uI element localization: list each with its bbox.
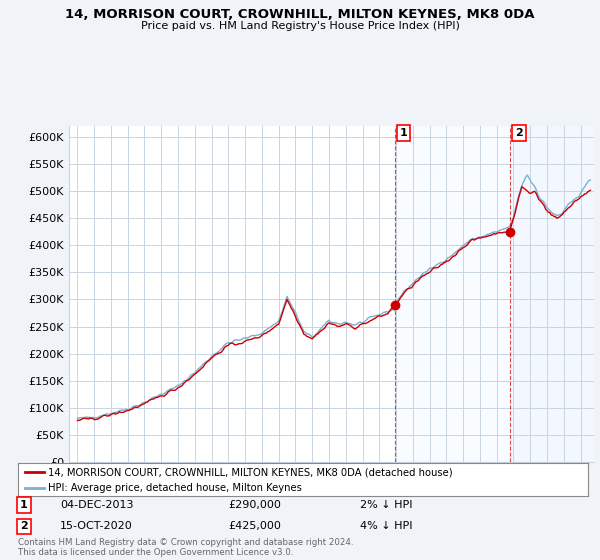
Text: 14, MORRISON COURT, CROWNHILL, MILTON KEYNES, MK8 0DA: 14, MORRISON COURT, CROWNHILL, MILTON KE… [65, 8, 535, 21]
Text: £290,000: £290,000 [228, 500, 281, 510]
Text: 2% ↓ HPI: 2% ↓ HPI [360, 500, 413, 510]
Text: 4% ↓ HPI: 4% ↓ HPI [360, 521, 413, 531]
Text: 15-OCT-2020: 15-OCT-2020 [60, 521, 133, 531]
Text: HPI: Average price, detached house, Milton Keynes: HPI: Average price, detached house, Milt… [47, 483, 302, 493]
Text: 1: 1 [400, 128, 407, 138]
Text: 2: 2 [20, 521, 28, 531]
Bar [395, 126, 594, 462]
Text: 04-DEC-2013: 04-DEC-2013 [60, 500, 133, 510]
Text: Contains HM Land Registry data © Crown copyright and database right 2024.
This d: Contains HM Land Registry data © Crown c… [18, 538, 353, 557]
Text: £425,000: £425,000 [228, 521, 281, 531]
Text: 2: 2 [515, 128, 523, 138]
Text: Price paid vs. HM Land Registry's House Price Index (HPI): Price paid vs. HM Land Registry's House … [140, 21, 460, 31]
Text: 1: 1 [20, 500, 28, 510]
Text: 14, MORRISON COURT, CROWNHILL, MILTON KEYNES, MK8 0DA (detached house): 14, MORRISON COURT, CROWNHILL, MILTON KE… [47, 467, 452, 477]
Bar [510, 126, 594, 462]
